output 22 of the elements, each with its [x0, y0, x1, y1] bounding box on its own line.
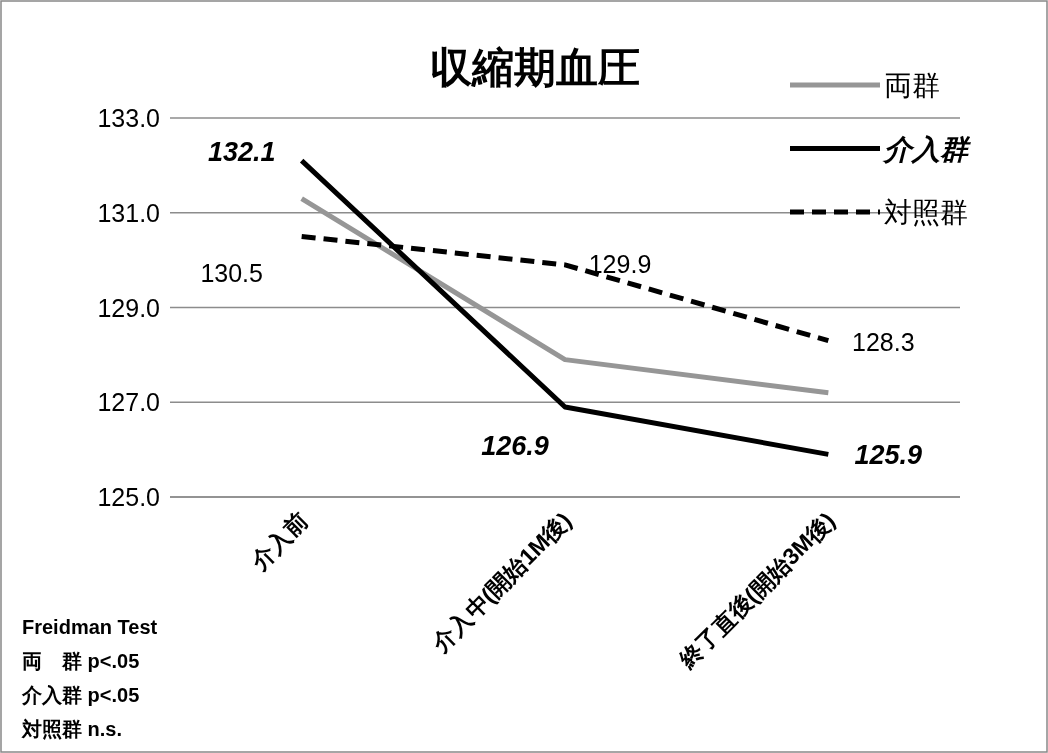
text: 両 群 p<.05: [22, 650, 140, 672]
chart-title: 収縮期血圧: [430, 44, 640, 91]
x-tick-label: 介入前: [244, 507, 314, 576]
text: 介入群 p<.05: [21, 684, 140, 706]
data-label: 130.5: [200, 259, 263, 288]
data-label: 126.9: [481, 430, 549, 461]
text: Freidman Test: [22, 616, 158, 638]
y-tick-label: 127.0: [97, 388, 160, 417]
legend-label: 両群: [884, 70, 940, 101]
data-label: 128.3: [852, 327, 915, 356]
data-label: 132.1: [207, 136, 276, 167]
x-tick-label: 介入中(開始1M後): [425, 507, 577, 658]
legend-label: 対照群: [884, 197, 968, 228]
y-tick-label: 125.0: [97, 483, 160, 511]
y-tick-label: 131.0: [97, 198, 160, 227]
text: 対照群 n.s.: [21, 718, 123, 740]
y-tick-label: 133.0: [97, 104, 160, 132]
y-tick-label: 129.0: [97, 293, 160, 322]
data-label: 125.9: [854, 440, 923, 471]
legend-label: 介入群: [882, 133, 972, 165]
x-tick-label: 終了直後(開始3M後): [673, 507, 840, 674]
data-label: 129.9: [588, 249, 652, 278]
